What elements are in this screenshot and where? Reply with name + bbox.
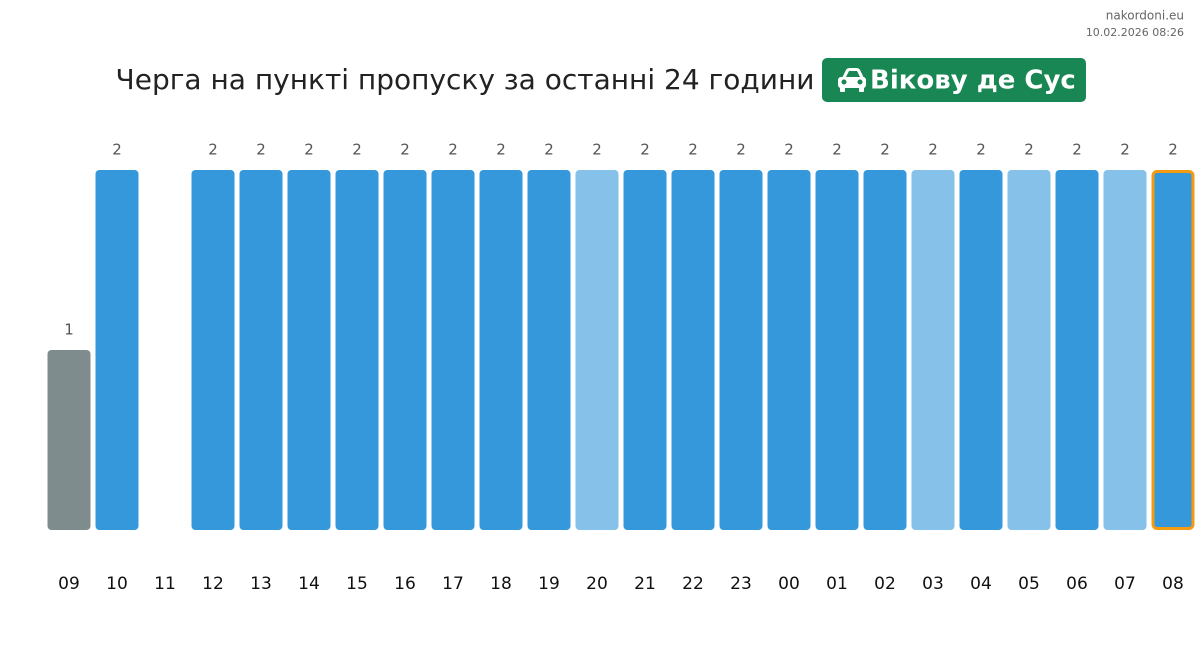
value-label: 2 (448, 141, 458, 159)
chart-title: Черга на пункті пропуску за останні 24 г… (116, 63, 815, 96)
bar (239, 170, 283, 530)
x-tick-label: 12 (202, 574, 224, 594)
bar (287, 170, 331, 530)
bar (335, 170, 379, 530)
value-label: 2 (208, 141, 218, 159)
bar (815, 170, 859, 530)
bar (959, 170, 1003, 530)
bar (719, 170, 763, 530)
value-label: 2 (1168, 141, 1178, 159)
value-label: 2 (496, 141, 506, 159)
x-tick-label: 19 (538, 574, 560, 594)
x-tick-label: 06 (1066, 574, 1088, 594)
bar (95, 170, 139, 530)
x-tick-label: 03 (922, 574, 944, 594)
x-tick-label: 11 (154, 574, 176, 594)
value-label: 2 (1024, 141, 1034, 159)
site: nakordoni.eu (1106, 9, 1184, 23)
x-tick-label: 08 (1162, 574, 1184, 594)
value-label: 2 (784, 141, 794, 159)
bar (431, 170, 475, 530)
x-tick-label: 14 (298, 574, 320, 594)
x-tick-label: 21 (634, 574, 656, 594)
value-label: 2 (304, 141, 314, 159)
value-label: 2 (688, 141, 698, 159)
x-tick-label: 09 (58, 574, 80, 594)
value-label: 2 (112, 141, 122, 159)
x-tick-label: 01 (826, 574, 848, 594)
bar (623, 170, 667, 530)
bar (1151, 170, 1195, 530)
value-label: 2 (1120, 141, 1130, 159)
value-label: 2 (544, 141, 554, 159)
badge-label: Вікову де Сус (870, 66, 1076, 96)
bar (1055, 170, 1099, 530)
bar (47, 350, 91, 530)
x-tick-label: 17 (442, 574, 464, 594)
x-tick-label: 18 (490, 574, 512, 594)
bar (863, 170, 907, 530)
value-label: 1 (64, 321, 74, 339)
x-tick-label: 07 (1114, 574, 1136, 594)
x-tick-label: 23 (730, 574, 752, 594)
bar (527, 170, 571, 530)
value-label: 2 (1072, 141, 1082, 159)
bar (479, 170, 523, 530)
value-label: 2 (400, 141, 410, 159)
value-label: 2 (592, 141, 602, 159)
x-tick-label: 02 (874, 574, 896, 594)
bar (671, 170, 715, 530)
value-label: 2 (880, 141, 890, 159)
bar (1103, 170, 1147, 530)
value-label: 2 (976, 141, 986, 159)
bar (1007, 170, 1051, 530)
value-label: 2 (256, 141, 266, 159)
value-label: 2 (928, 141, 938, 159)
value-label: 2 (640, 141, 650, 159)
value-label: 2 (352, 141, 362, 159)
x-tick-label: 04 (970, 574, 992, 594)
timestamp: 10.02.2026 08:26 (1086, 26, 1184, 39)
bar (767, 170, 811, 530)
bar (575, 170, 619, 530)
value-label: 2 (736, 141, 746, 159)
bar (383, 170, 427, 530)
x-tick-label: 10 (106, 574, 128, 594)
x-tick-label: 22 (682, 574, 704, 594)
value-label: 2 (832, 141, 842, 159)
x-tick-label: 05 (1018, 574, 1040, 594)
bar (191, 170, 235, 530)
x-tick-label: 13 (250, 574, 272, 594)
x-tick-label: 00 (778, 574, 800, 594)
x-tick-label: 20 (586, 574, 608, 594)
x-tick-label: 16 (394, 574, 416, 594)
bar (911, 170, 955, 530)
x-tick-label: 15 (346, 574, 368, 594)
badge (822, 58, 1086, 102)
